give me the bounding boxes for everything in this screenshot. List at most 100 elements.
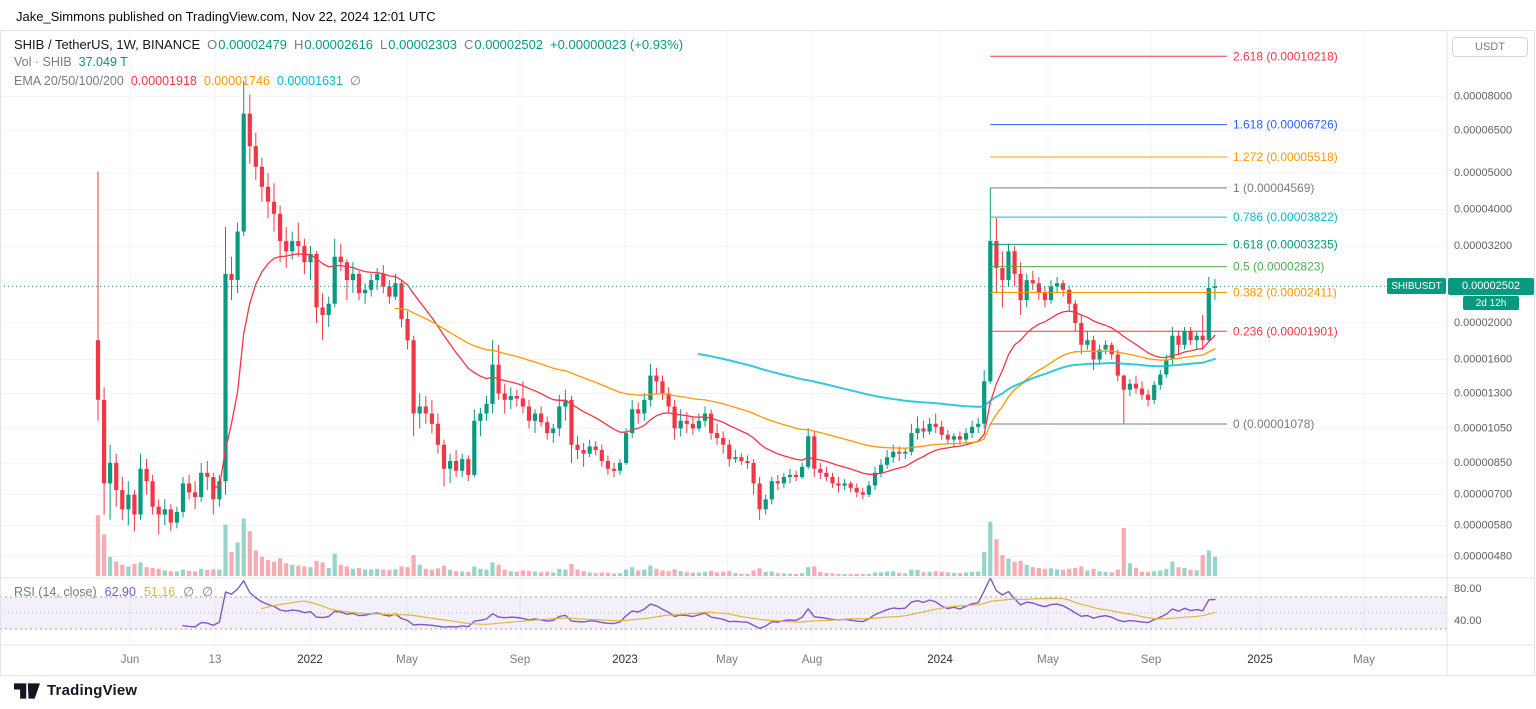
candle-body bbox=[454, 461, 459, 471]
volume-bar bbox=[666, 571, 671, 576]
price-tick-label: 0.00006500 bbox=[1454, 124, 1512, 136]
volume-bar bbox=[775, 573, 780, 576]
candle-body bbox=[636, 409, 641, 414]
volume-bar bbox=[739, 573, 744, 576]
rsi-lower-empty: ∅ bbox=[202, 585, 214, 599]
volume-bar bbox=[211, 569, 216, 576]
ohlc-high: H 0.00002616 bbox=[294, 37, 373, 52]
volume-bar bbox=[253, 550, 258, 576]
candle-body bbox=[806, 436, 811, 467]
volume-bar bbox=[375, 568, 380, 576]
volume-bar bbox=[174, 571, 179, 576]
candle-body bbox=[1182, 331, 1187, 345]
volume-bar bbox=[1152, 571, 1157, 576]
ema20-value: 0.00001918 bbox=[130, 74, 197, 88]
volume-bar bbox=[247, 531, 252, 576]
volume-bar bbox=[1194, 570, 1199, 576]
fib-label: 0 (0.00001078) bbox=[1233, 417, 1314, 431]
candle-body bbox=[356, 273, 362, 294]
candle-wick bbox=[534, 409, 536, 434]
candle-body bbox=[818, 468, 823, 473]
volume-bar bbox=[490, 562, 495, 576]
price-change: +0.00000023 (+0.93%) bbox=[550, 37, 684, 52]
candle-body bbox=[678, 420, 683, 429]
candle-body bbox=[721, 438, 726, 445]
volume-bar bbox=[381, 569, 386, 576]
volume-bar bbox=[356, 568, 362, 576]
candle-body bbox=[581, 450, 586, 454]
volume-bar bbox=[478, 568, 483, 576]
rsi-label[interactable]: RSI (14, close) bbox=[14, 585, 97, 599]
candle-body bbox=[1206, 287, 1211, 341]
overlay-layer bbox=[0, 55, 1447, 425]
ohlc-close-label: C bbox=[463, 37, 474, 52]
candle-body bbox=[836, 483, 841, 486]
symbol-title[interactable]: SHIB / TetherUS, 1W, BINANCE bbox=[14, 37, 201, 52]
volume-bar bbox=[1030, 567, 1035, 576]
candle-body bbox=[466, 459, 471, 475]
candle-body bbox=[1176, 335, 1181, 345]
volume-label[interactable]: Vol · SHIB bbox=[14, 55, 72, 69]
volume-bar bbox=[144, 567, 149, 576]
volume-bar bbox=[976, 571, 981, 576]
ohlc-low: L 0.00002303 bbox=[380, 37, 457, 52]
candle-body bbox=[939, 426, 944, 435]
rsi-ma-line bbox=[261, 597, 1216, 625]
volume-bar bbox=[1127, 563, 1132, 576]
volume-bar bbox=[278, 558, 283, 576]
volume-bar bbox=[860, 574, 865, 576]
candle-body bbox=[108, 462, 113, 484]
volume-bar bbox=[156, 568, 161, 576]
ema200-empty-value: ∅ bbox=[349, 74, 361, 88]
candle-body bbox=[156, 506, 161, 515]
candle-body bbox=[957, 436, 962, 440]
candle-body bbox=[417, 406, 422, 414]
candle-body bbox=[478, 413, 483, 421]
price-tick-label: 0.00001300 bbox=[1454, 387, 1512, 399]
candle-wick bbox=[734, 450, 736, 463]
ema-label[interactable]: EMA 20/50/100/200 bbox=[14, 74, 124, 88]
candle-body bbox=[605, 461, 610, 469]
candle-body bbox=[265, 186, 271, 202]
candle-body bbox=[866, 485, 871, 495]
volume-bar bbox=[702, 571, 708, 576]
candle-body bbox=[872, 472, 878, 486]
volume-bar bbox=[836, 573, 841, 576]
volume-bar bbox=[891, 571, 896, 576]
volume-bar bbox=[532, 571, 538, 576]
current-price-chip: 0.00002502 bbox=[1448, 277, 1534, 295]
volume-bar bbox=[945, 572, 950, 576]
volume-bar bbox=[1109, 572, 1114, 576]
volume-bar bbox=[259, 556, 264, 576]
volume-bar bbox=[557, 568, 562, 576]
candle-body bbox=[308, 254, 313, 263]
volume-bar bbox=[885, 571, 890, 576]
candle-body bbox=[1012, 251, 1017, 274]
candle-body bbox=[1073, 303, 1078, 323]
volume-bar bbox=[508, 571, 513, 576]
candle-body bbox=[539, 413, 544, 423]
candle-body bbox=[976, 423, 981, 427]
candle-wick bbox=[1123, 374, 1125, 425]
volume-bar bbox=[126, 566, 131, 576]
candle-body bbox=[381, 273, 386, 287]
volume-bar bbox=[120, 564, 125, 576]
ohlc-low-value: 0.00002303 bbox=[388, 37, 457, 52]
candle-body bbox=[1048, 286, 1054, 301]
candle-body bbox=[405, 319, 410, 341]
volume-bar bbox=[423, 568, 428, 576]
candle-body bbox=[557, 406, 562, 429]
volume-bar bbox=[265, 560, 271, 576]
volume-bar bbox=[812, 566, 817, 576]
attribution-text: Jake_Simmons published on TradingView.co… bbox=[16, 9, 436, 24]
candle-wick bbox=[1214, 279, 1216, 300]
tradingview-logo[interactable]: TradingView bbox=[14, 682, 137, 699]
volume-bar bbox=[290, 564, 295, 576]
volume-bar bbox=[1170, 561, 1175, 576]
volume-bar bbox=[417, 564, 422, 576]
price-tick-label: 0.00001600 bbox=[1454, 353, 1512, 365]
price-axis-currency-chip[interactable]: USDT bbox=[1452, 37, 1528, 57]
volume-bar bbox=[733, 573, 738, 576]
volume-bar bbox=[1067, 568, 1072, 576]
